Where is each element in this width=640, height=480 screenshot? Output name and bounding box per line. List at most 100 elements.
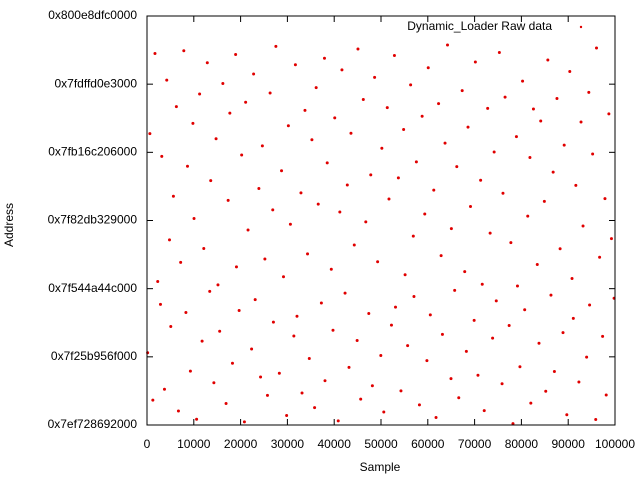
point bbox=[587, 90, 591, 94]
point bbox=[191, 121, 195, 125]
point bbox=[482, 409, 486, 413]
point bbox=[480, 282, 484, 286]
point bbox=[486, 106, 490, 110]
point bbox=[359, 397, 363, 401]
point bbox=[417, 403, 421, 407]
point bbox=[542, 199, 546, 203]
point bbox=[449, 377, 453, 381]
point bbox=[518, 365, 522, 369]
point bbox=[585, 355, 589, 359]
x-tick-label: 70000 bbox=[458, 437, 492, 451]
point bbox=[250, 347, 254, 351]
point bbox=[370, 384, 374, 388]
point bbox=[310, 138, 314, 142]
point bbox=[460, 89, 464, 93]
point bbox=[598, 255, 602, 259]
point bbox=[224, 402, 228, 406]
point bbox=[526, 214, 530, 218]
point bbox=[188, 369, 192, 373]
point bbox=[257, 186, 261, 190]
point bbox=[169, 324, 173, 328]
point bbox=[148, 132, 152, 136]
point bbox=[333, 116, 337, 120]
y-tick-label: 0x7f25b956f000 bbox=[51, 349, 137, 363]
plot-border bbox=[146, 15, 616, 426]
point bbox=[226, 198, 230, 202]
y-tick-label: 0x7fdffd0e3000 bbox=[54, 76, 137, 90]
legend-marker bbox=[579, 25, 583, 29]
point bbox=[331, 328, 335, 332]
point bbox=[182, 49, 186, 53]
point bbox=[316, 202, 320, 206]
x-axis-label: Sample bbox=[360, 460, 401, 474]
point bbox=[345, 183, 349, 187]
point bbox=[466, 125, 470, 129]
point bbox=[228, 111, 232, 115]
point bbox=[314, 86, 318, 90]
x-tick-label: 10000 bbox=[177, 437, 211, 451]
point bbox=[555, 96, 559, 100]
point bbox=[491, 336, 495, 340]
point bbox=[501, 191, 505, 195]
point bbox=[529, 401, 533, 405]
point bbox=[221, 81, 225, 85]
point bbox=[479, 178, 483, 182]
point bbox=[208, 289, 212, 293]
point bbox=[437, 102, 441, 106]
point bbox=[562, 143, 566, 147]
point bbox=[455, 165, 459, 169]
point bbox=[409, 83, 413, 87]
point bbox=[537, 341, 541, 345]
point bbox=[292, 334, 296, 338]
point bbox=[340, 68, 344, 72]
point bbox=[364, 220, 368, 224]
point bbox=[367, 312, 371, 316]
point bbox=[402, 127, 406, 131]
point bbox=[406, 344, 410, 348]
point bbox=[151, 398, 155, 402]
point bbox=[434, 416, 438, 420]
point bbox=[280, 169, 284, 173]
point bbox=[160, 154, 164, 158]
point bbox=[167, 238, 171, 242]
point bbox=[286, 124, 290, 128]
point bbox=[601, 334, 605, 338]
point bbox=[179, 260, 183, 264]
point bbox=[336, 419, 340, 423]
point bbox=[185, 164, 189, 168]
point bbox=[260, 144, 264, 148]
point bbox=[509, 241, 513, 245]
point bbox=[156, 280, 160, 284]
point bbox=[153, 51, 157, 55]
point bbox=[403, 273, 407, 277]
point bbox=[497, 50, 501, 54]
point bbox=[546, 58, 550, 62]
point bbox=[212, 381, 216, 385]
point bbox=[253, 298, 257, 302]
point bbox=[570, 276, 574, 280]
point bbox=[607, 112, 611, 116]
point bbox=[259, 375, 263, 379]
point bbox=[453, 288, 457, 292]
point bbox=[200, 339, 204, 343]
point bbox=[449, 227, 453, 231]
point bbox=[440, 332, 444, 336]
point bbox=[234, 265, 238, 269]
point bbox=[443, 141, 447, 145]
point bbox=[246, 228, 250, 232]
y-tick-label: 0x7f544a44c000 bbox=[48, 281, 137, 295]
point bbox=[209, 179, 213, 183]
point bbox=[205, 61, 209, 65]
point bbox=[544, 389, 548, 393]
point bbox=[343, 291, 347, 295]
point bbox=[240, 153, 244, 157]
point bbox=[202, 246, 206, 250]
point bbox=[165, 78, 169, 82]
point bbox=[558, 247, 562, 251]
point bbox=[373, 75, 377, 79]
point bbox=[281, 275, 285, 279]
point bbox=[303, 108, 307, 112]
point bbox=[579, 120, 583, 124]
point bbox=[568, 70, 572, 74]
